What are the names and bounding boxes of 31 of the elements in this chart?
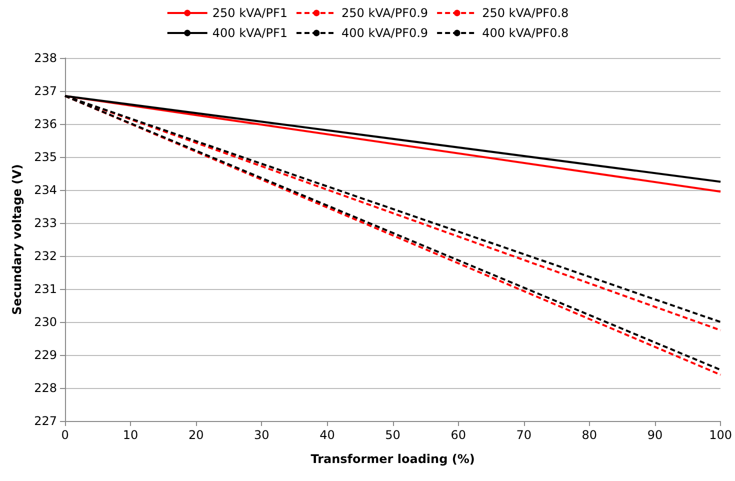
x-tick-label: 100 [709, 428, 732, 442]
x-tick-label: 60 [450, 428, 466, 442]
y-tick-label: 238 [34, 51, 57, 65]
y-tick-label: 236 [34, 117, 57, 131]
y-tick-label: 234 [34, 183, 57, 197]
x-axis-title: Transformer loading (%) [310, 452, 475, 466]
x-tick-label: 30 [254, 428, 270, 442]
y-tick-label: 237 [34, 84, 57, 98]
x-tick-label: 0 [61, 428, 69, 442]
x-tick-label: 70 [516, 428, 532, 442]
legend-label: 400 kVA/PF1 [212, 26, 288, 40]
y-tick-label: 230 [34, 315, 57, 329]
legend-label: 400 kVA/PF0.9 [341, 26, 428, 40]
legend-label: 250 kVA/PF0.8 [482, 6, 569, 20]
x-tick-label: 50 [385, 428, 400, 442]
x-tick-label: 10 [122, 428, 138, 442]
y-tick-label: 232 [34, 249, 57, 263]
y-tick-label: 227 [34, 414, 57, 428]
x-tick-label: 90 [647, 428, 663, 442]
y-tick-label: 231 [34, 282, 57, 296]
y-tick-label: 233 [34, 216, 57, 230]
legend-label: 400 kVA/PF0.8 [482, 26, 569, 40]
y-tick-label: 235 [34, 150, 57, 164]
y-axis-title: Secundary voltage (V) [10, 164, 24, 315]
x-tick-label: 20 [188, 428, 204, 442]
y-tick-label: 228 [34, 381, 57, 395]
y-tick-label: 229 [34, 348, 57, 362]
legend-label: 250 kVA/PF1 [212, 6, 288, 20]
x-tick-label: 40 [320, 428, 335, 442]
x-tick-label: 80 [582, 428, 598, 442]
legend-label: 250 kVA/PF0.9 [341, 6, 428, 20]
